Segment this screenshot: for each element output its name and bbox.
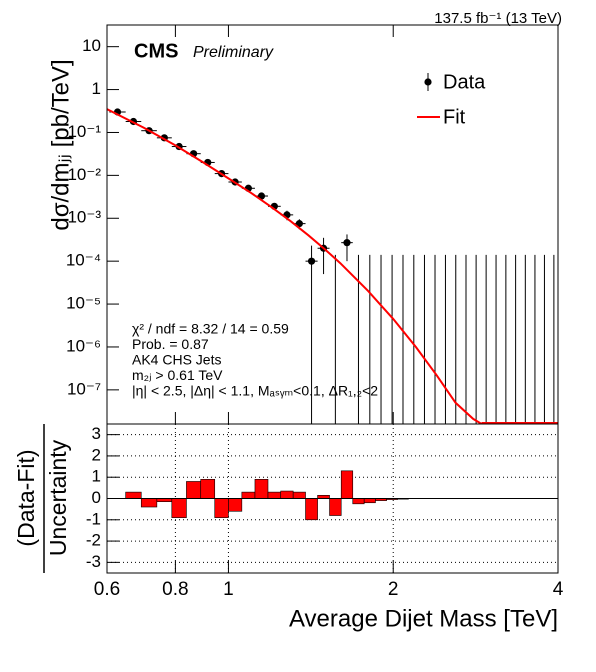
- x-tick-label: 0.6: [94, 579, 120, 600]
- y-tick-label: 2: [92, 445, 101, 464]
- residual-bar: [214, 498, 229, 518]
- legend-label: Data: [443, 71, 486, 93]
- residual-bar: [171, 498, 187, 518]
- legend-data-marker: [424, 78, 432, 86]
- residual-bar: [363, 498, 376, 504]
- residual-bar: [241, 491, 256, 499]
- y-tick-label: 10: [82, 36, 101, 55]
- data-point: [307, 257, 316, 265]
- frame: [106, 423, 559, 574]
- annotation: χ² / ndf = 8.32 / 14 = 0.59: [132, 321, 289, 337]
- y-tick-label: 10⁻²: [67, 165, 101, 184]
- y-tick-label: 0: [92, 488, 101, 507]
- axes: 10110⁻¹10⁻²10⁻³10⁻⁴10⁻⁵10⁻⁶10⁻⁷DataFitχ²…: [66, 24, 564, 600]
- residual-bar: [305, 498, 318, 521]
- lumi-label: 137.5 fb⁻¹ (13 TeV): [434, 10, 562, 27]
- y-tick-label: 10⁻⁶: [66, 336, 101, 355]
- residual-bar: [352, 498, 365, 505]
- residual-bar: [267, 491, 282, 499]
- y-tick-label: 10⁻⁵: [66, 294, 101, 313]
- ratio-y-title-bottom: Uncertainty: [45, 439, 71, 556]
- y-tick-label: 10⁻⁴: [66, 251, 101, 270]
- residual-bar: [200, 479, 216, 499]
- residual-bar: [140, 498, 158, 508]
- x-tick-label: 4: [553, 579, 564, 600]
- y-tick-label: 10⁻⁷: [67, 379, 101, 398]
- y-axis-title: dσ/dmⱼⱼ [pb/TeV]: [47, 59, 74, 230]
- y-tick-label: 3: [92, 424, 101, 443]
- residual-bar: [228, 498, 243, 512]
- data-point: [343, 239, 351, 247]
- residual-bar: [280, 490, 294, 499]
- x-tick-label: 1: [223, 579, 234, 600]
- cms-label: CMS: [134, 40, 178, 62]
- y-tick-label: 10⁻¹: [67, 122, 101, 141]
- x-axis-title: Average Dijet Mass [TeV]: [289, 605, 558, 632]
- annotation: Prob. = 0.87: [132, 336, 209, 352]
- top-plot: [107, 108, 558, 424]
- annotation: AK4 CHS Jets: [132, 352, 221, 368]
- preliminary-label: Preliminary: [193, 44, 274, 61]
- residual-bar: [254, 479, 269, 499]
- y-tick-label: 1: [92, 467, 101, 486]
- annotation: m₂ⱼ > 0.61 TeV: [132, 367, 223, 383]
- residual-bar: [186, 481, 202, 499]
- y-tick-label: 10⁻³: [67, 208, 101, 227]
- annotation: |η| < 2.5, |Δη| < 1.1, Mₐₛᵧₘ<0.1, ΔR₁,₂<…: [132, 383, 378, 399]
- x-tick-label: 2: [388, 579, 399, 600]
- residual-bar: [340, 470, 354, 499]
- legend-label: Fit: [443, 106, 466, 128]
- ratio-plot: [107, 424, 558, 573]
- residual-bar: [329, 498, 342, 516]
- fit-line: [107, 108, 483, 424]
- x-tick-label: 0.8: [162, 579, 188, 600]
- y-tick-label: -3: [86, 552, 101, 571]
- ratio-y-title-top: (Data-Fit): [13, 449, 39, 546]
- residual-bar: [125, 491, 142, 499]
- y-tick-label: -1: [86, 509, 101, 528]
- y-tick-label: 1: [92, 79, 101, 98]
- y-tick-label: -2: [86, 531, 101, 550]
- residual-bar: [292, 491, 306, 499]
